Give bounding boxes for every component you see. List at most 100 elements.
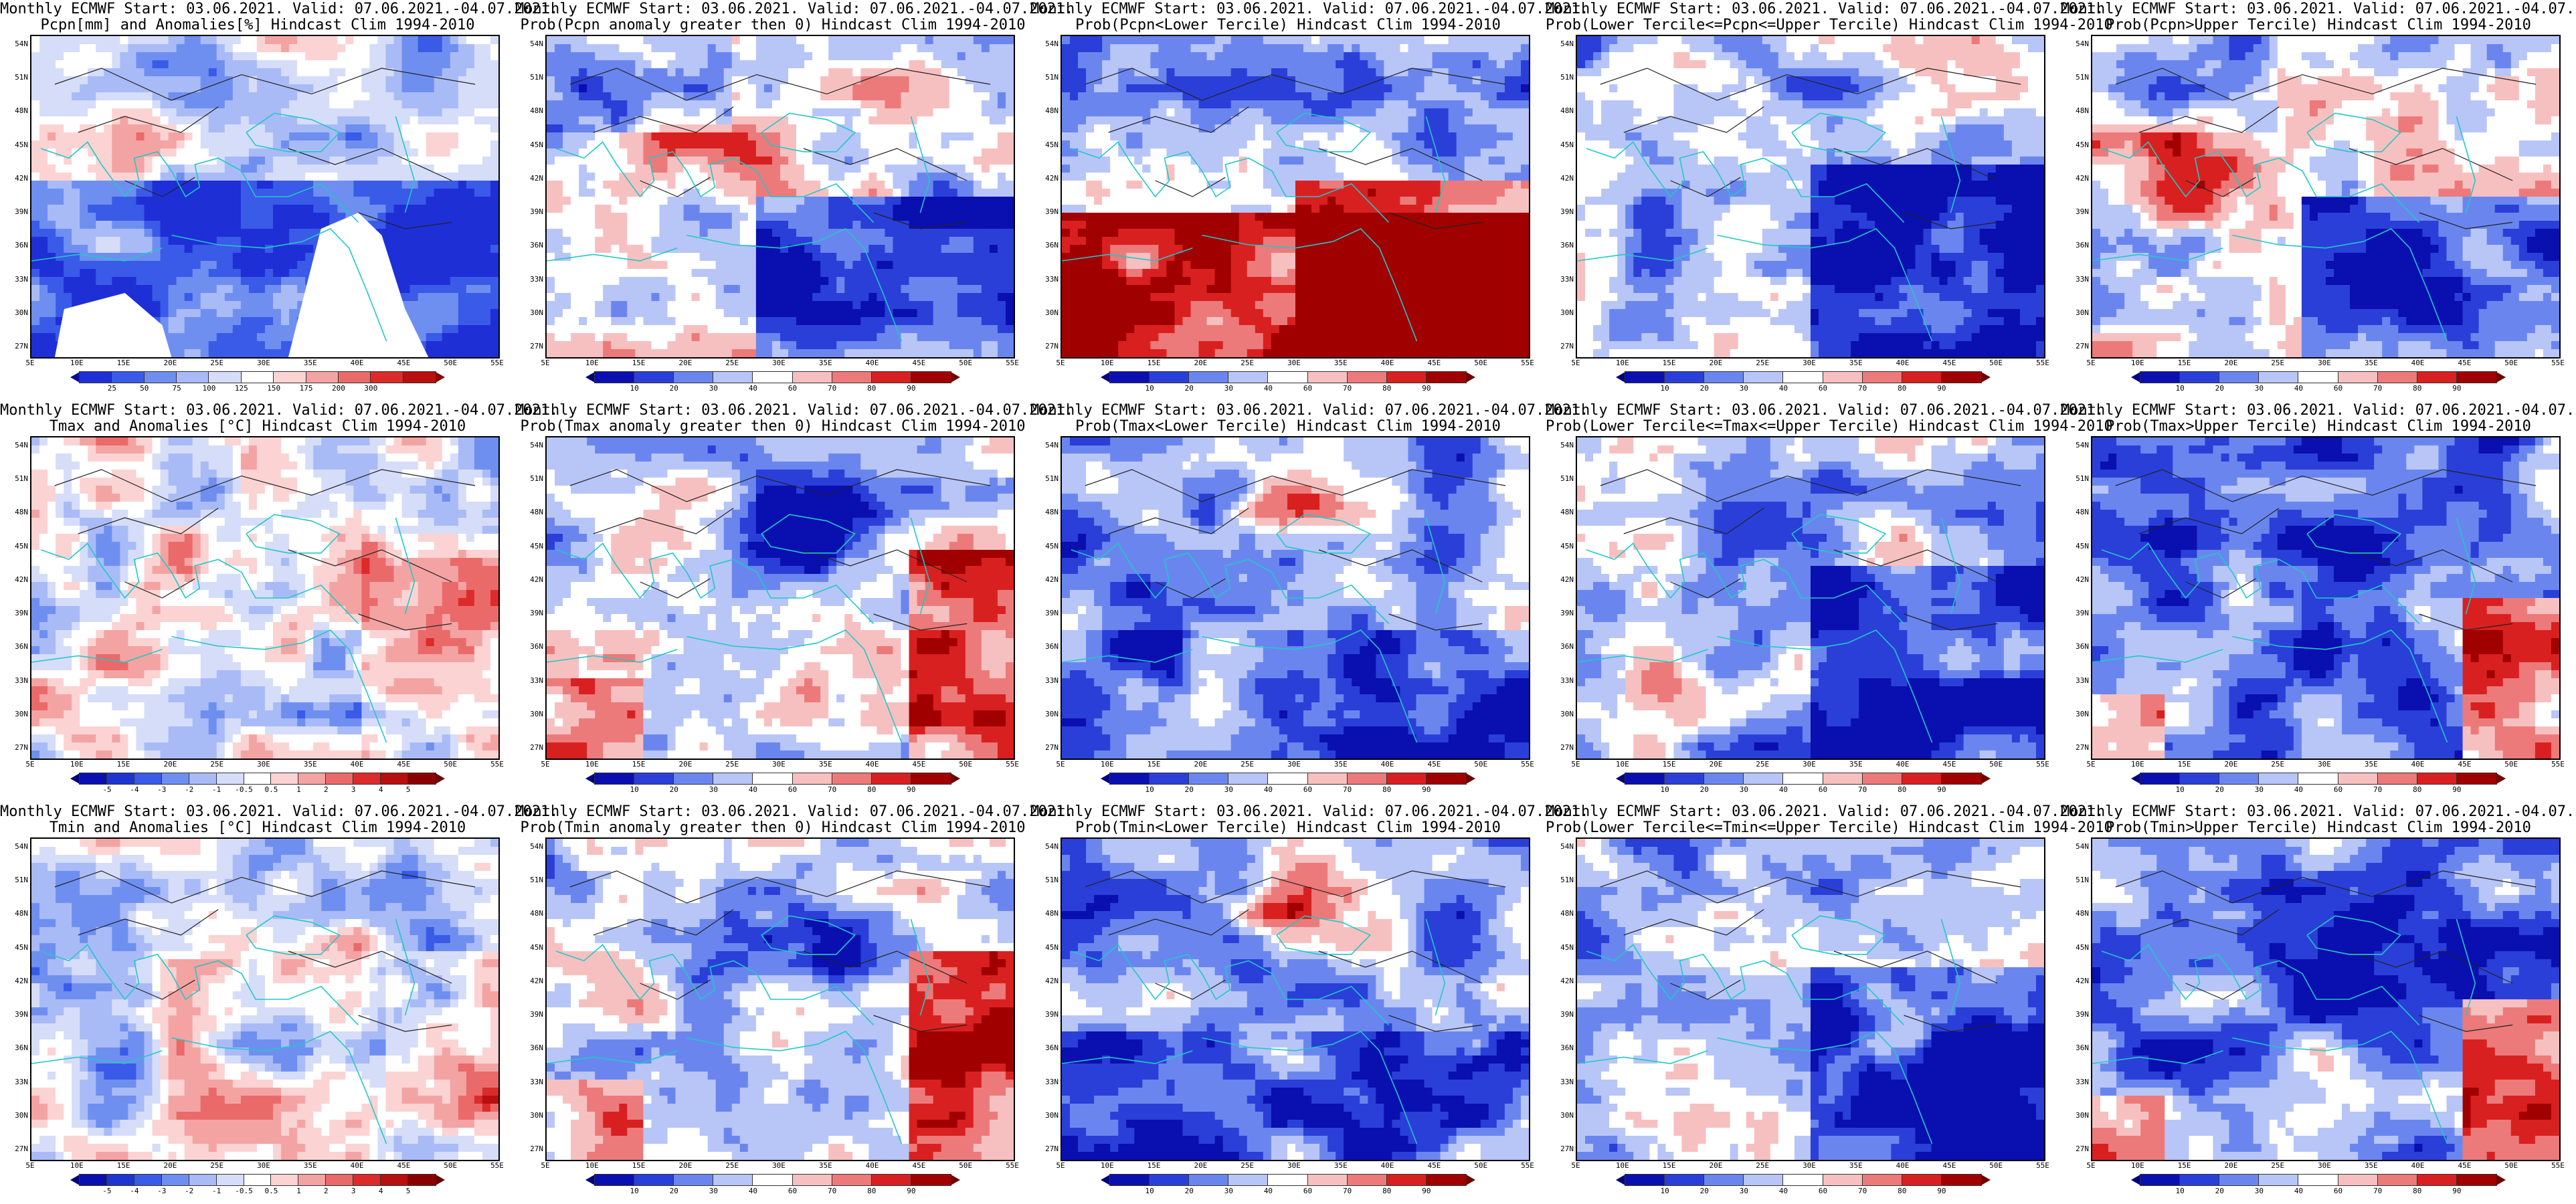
field-cell (715, 317, 725, 326)
field-cell (579, 301, 587, 310)
field-cell (96, 189, 104, 197)
field-cell (88, 148, 96, 157)
field-cell (490, 349, 498, 357)
field-cell (1070, 60, 1079, 69)
field-cell (555, 108, 563, 117)
field-cell (611, 285, 620, 294)
field-cell (329, 52, 338, 61)
lat-tick-label: 42N (518, 174, 543, 183)
field-cell (763, 116, 773, 125)
field-cell (917, 333, 926, 342)
field-cell (667, 36, 676, 45)
field-cell (136, 148, 145, 157)
colorbar-segment (143, 371, 178, 383)
field-cell (1230, 36, 1240, 45)
field-cell (96, 285, 104, 294)
field-cell (88, 229, 96, 237)
field-cell (957, 341, 966, 350)
field-cell (547, 76, 555, 85)
field-cell (675, 317, 684, 326)
field-cell (973, 317, 982, 326)
field-cell (434, 277, 443, 286)
field-cell (200, 108, 209, 117)
field-cell (651, 44, 660, 53)
field-cell (152, 181, 161, 189)
field-cell (957, 68, 966, 77)
field-cell (547, 173, 555, 181)
field-cell (1078, 60, 1087, 69)
field-cell (981, 253, 990, 262)
field-cell (852, 124, 861, 133)
field-cell (1472, 36, 1481, 45)
field-cell (216, 84, 225, 93)
field-cell (989, 108, 998, 117)
field-cell (771, 205, 781, 213)
field-cell (232, 221, 242, 229)
field-cell (80, 36, 88, 45)
field-cell (949, 237, 958, 245)
field-cell (707, 189, 717, 197)
field-cell (329, 132, 338, 141)
field-cell (965, 333, 974, 342)
field-cell (56, 221, 64, 229)
field-cell (64, 148, 72, 157)
field-cell (563, 349, 571, 357)
field-cell (780, 148, 789, 157)
field-cell (755, 221, 765, 229)
field-cell (458, 52, 467, 61)
field-cell (989, 261, 998, 270)
field-cell (474, 341, 483, 350)
lat-tick-label: 51N (518, 73, 543, 82)
field-cell (949, 317, 958, 326)
field-cell (31, 108, 40, 117)
field-cell (555, 36, 563, 45)
panel-title-line1: Monthly ECMWF Start: 03.06.2021. Valid: … (1030, 1, 1588, 17)
field-cell (603, 132, 612, 141)
field-cell (957, 197, 966, 205)
field-cell (901, 173, 910, 181)
field-cell (466, 189, 475, 197)
field-cell (844, 237, 853, 245)
field-cell (563, 293, 571, 302)
field-cell (611, 301, 620, 310)
field-cell (885, 100, 894, 109)
field-cell (224, 36, 234, 45)
field-cell (1376, 36, 1384, 45)
field-cell (418, 165, 427, 173)
field-cell (224, 197, 234, 205)
field-cell (989, 269, 998, 278)
field-cell (144, 197, 153, 205)
field-cell (345, 140, 354, 149)
field-cell (369, 92, 379, 101)
field-cell (128, 277, 137, 286)
field-cell (925, 148, 934, 157)
field-cell (313, 157, 322, 165)
field-cell (248, 213, 258, 221)
field-cell (651, 36, 660, 45)
field-cell (96, 68, 104, 77)
field-cell (788, 285, 797, 294)
field-cell (200, 60, 209, 69)
field-cell (997, 60, 1006, 69)
field-cell (780, 325, 789, 334)
field-cell (144, 60, 153, 69)
field-cell (297, 52, 306, 61)
field-cell (941, 309, 950, 318)
field-cell (739, 269, 749, 278)
field-cell (973, 92, 982, 101)
field-cell (691, 221, 701, 229)
field-cell (1005, 124, 1014, 133)
field-cell (168, 333, 177, 342)
field-cell (683, 76, 693, 85)
field-cell (893, 293, 902, 302)
field-cell (683, 269, 693, 278)
field-cell (72, 197, 80, 205)
field-cell (925, 325, 934, 334)
field-cell (941, 68, 950, 77)
field-cell (852, 277, 861, 286)
field-cell (780, 140, 789, 149)
field-cell (136, 92, 145, 101)
field-cell (885, 341, 894, 350)
field-cell (707, 245, 717, 254)
field-cell (844, 269, 853, 278)
